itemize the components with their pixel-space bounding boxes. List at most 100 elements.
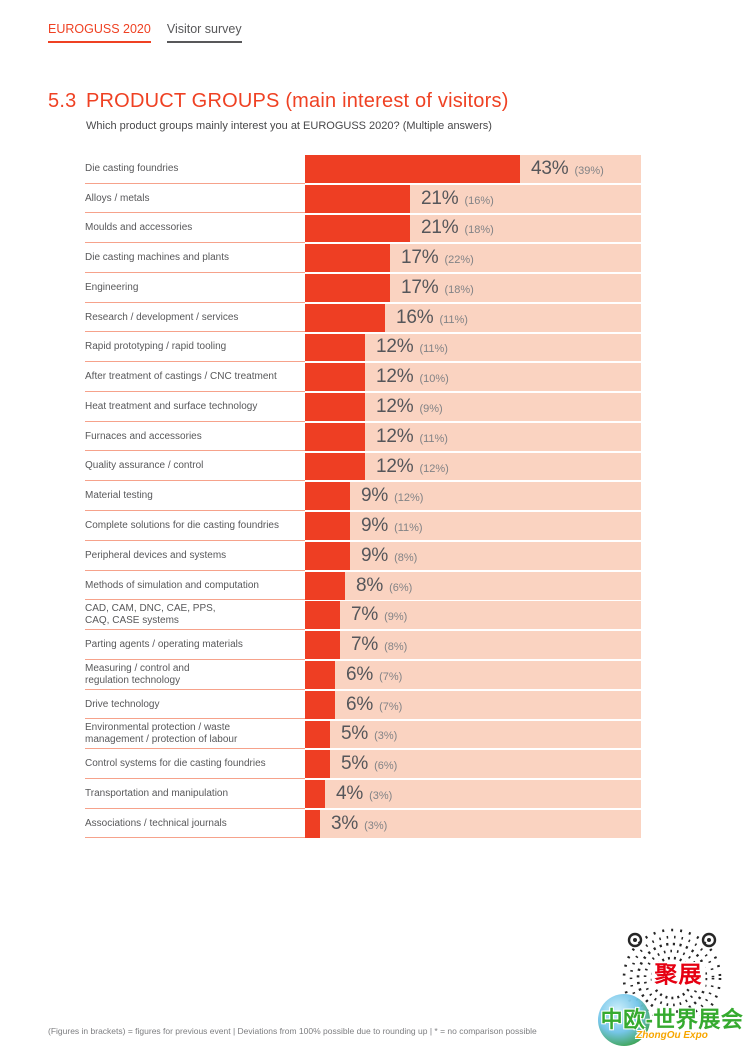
chart-row: Transportation and manipulation 4% (3%): [85, 780, 641, 810]
row-label: Furnaces and accessories: [85, 423, 305, 452]
bar-area: 43% (39%): [305, 155, 641, 183]
bar-track: [305, 541, 641, 570]
chart-row: After treatment of castings / CNC treatm…: [85, 363, 641, 393]
logo-subname: ZhongOu Expo: [636, 1030, 708, 1041]
bar-track: [305, 631, 641, 660]
bar-values: 21% (18%): [421, 217, 494, 239]
bar-area: 12% (11%): [305, 333, 641, 362]
bar-value-previous: (11%): [394, 522, 423, 535]
chart-row: Drive technology 6% (7%): [85, 690, 641, 721]
row-label: Complete solutions for die casting found…: [85, 512, 305, 541]
bar-track: [305, 601, 641, 630]
bar-values: 6% (7%): [346, 694, 402, 716]
bar-value-previous: (22%): [444, 254, 474, 267]
bar-value-previous: (39%): [574, 164, 604, 177]
bar-values: 3% (3%): [331, 813, 387, 835]
bar-track: [305, 809, 641, 838]
bar-value-previous: (6%): [389, 581, 413, 594]
row-label: Measuring / control and regulation techn…: [85, 661, 305, 690]
chart-row: Measuring / control and regulation techn…: [85, 661, 641, 691]
bar-values: 12% (12%): [376, 456, 449, 478]
chart-row: Methods of simulation and computation 8%…: [85, 571, 641, 602]
row-label-text: Rapid prototyping / rapid tooling: [85, 341, 227, 353]
bar-value-current: 12%: [376, 396, 414, 418]
row-label: Environmental protection / waste managem…: [85, 721, 305, 750]
chart-row: Heat treatment and surface technology 12…: [85, 393, 641, 423]
bar-value-previous: (10%): [419, 373, 449, 386]
bar-value-current: 4%: [336, 782, 364, 804]
bar-values: 17% (18%): [401, 277, 474, 299]
chart-row: Rapid prototyping / rapid tooling 12% (1…: [85, 333, 641, 364]
section-title-text: PRODUCT GROUPS (main interest of visitor…: [86, 90, 509, 112]
bar-value-previous: (11%): [419, 432, 448, 445]
bar-track: [305, 512, 641, 540]
bar-value-current: 12%: [376, 366, 414, 388]
row-label: Moulds and accessories: [85, 215, 305, 244]
bar-values: 7% (9%): [351, 604, 407, 626]
bar-value-previous: (11%): [439, 313, 468, 326]
bar-area: 5% (6%): [305, 750, 641, 779]
bar-value-previous: (8%): [384, 641, 408, 654]
bar-fill: [305, 155, 520, 183]
chart-row: Complete solutions for die casting found…: [85, 512, 641, 542]
bar-area: 7% (9%): [305, 601, 641, 630]
bar-fill: [305, 452, 365, 481]
bar-area: 12% (12%): [305, 452, 641, 481]
chart-row: Peripheral devices and systems 9% (8%): [85, 541, 641, 572]
chart-row: Environmental protection / waste managem…: [85, 720, 641, 751]
bar-value-current: 12%: [376, 455, 414, 477]
row-label-text: Drive technology: [85, 698, 160, 710]
row-label-text: Alloys / metals: [85, 192, 150, 204]
bar-fill: [305, 363, 365, 392]
bar-value-current: 16%: [396, 306, 434, 328]
bar-fill: [305, 809, 320, 838]
bar-fill: [305, 780, 325, 808]
row-label: Die casting machines and plants: [85, 244, 305, 273]
row-label: Drive technology: [85, 691, 305, 720]
bar-values: 5% (6%): [341, 753, 397, 775]
bar-track: [305, 780, 641, 808]
row-label: Associations / technical journals: [85, 810, 305, 839]
row-label: Peripheral devices and systems: [85, 542, 305, 571]
bar-fill: [305, 333, 365, 362]
bar-values: 4% (3%): [336, 783, 392, 805]
chart-row: Die casting foundries 43% (39%): [85, 155, 641, 185]
bar-values: 16% (11%): [396, 307, 468, 329]
bar-value-previous: (18%): [444, 283, 474, 296]
row-label-text: Measuring / control and regulation techn…: [85, 662, 190, 686]
bar-value-previous: (11%): [419, 343, 448, 356]
row-label-text: Heat treatment and surface technology: [85, 400, 258, 412]
bar-value-previous: (3%): [369, 789, 393, 802]
bar-fill: [305, 601, 340, 630]
row-label: Research / development / services: [85, 304, 305, 333]
bar-value-previous: (8%): [394, 551, 418, 564]
bar-area: 8% (6%): [305, 571, 641, 600]
bar-value-current: 7%: [351, 604, 379, 626]
chart-row: Material testing 9% (12%): [85, 482, 641, 512]
bar-values: 7% (8%): [351, 634, 407, 656]
row-label: Die casting foundries: [85, 155, 305, 184]
title-block: 5.3 PRODUCT GROUPS (main interest of vis…: [48, 90, 648, 132]
product-groups-bar-chart: Die casting foundries 43% (39%) Alloys /…: [85, 155, 641, 840]
row-label: Transportation and manipulation: [85, 780, 305, 809]
bar-fill: [305, 393, 365, 421]
bar-area: 12% (10%): [305, 363, 641, 392]
bar-values: 12% (10%): [376, 366, 449, 388]
bar-track: [305, 482, 641, 511]
bar-area: 12% (9%): [305, 393, 641, 421]
bar-area: 4% (3%): [305, 780, 641, 808]
row-label-text: After treatment of castings / CNC treatm…: [85, 371, 277, 383]
bar-value-previous: (12%): [419, 462, 449, 475]
bar-area: 3% (3%): [305, 809, 641, 838]
row-label-text: Associations / technical journals: [85, 817, 227, 829]
bar-value-previous: (3%): [374, 730, 398, 743]
bar-value-previous: (6%): [374, 760, 398, 773]
row-label-text: Die casting foundries: [85, 162, 179, 174]
row-label-text: Parting agents / operating materials: [85, 639, 243, 651]
row-label-text: Furnaces and accessories: [85, 430, 202, 442]
bar-values: 9% (8%): [361, 545, 417, 567]
bar-area: 9% (8%): [305, 541, 641, 570]
bar-values: 12% (9%): [376, 396, 443, 418]
row-label-text: Material testing: [85, 490, 153, 502]
